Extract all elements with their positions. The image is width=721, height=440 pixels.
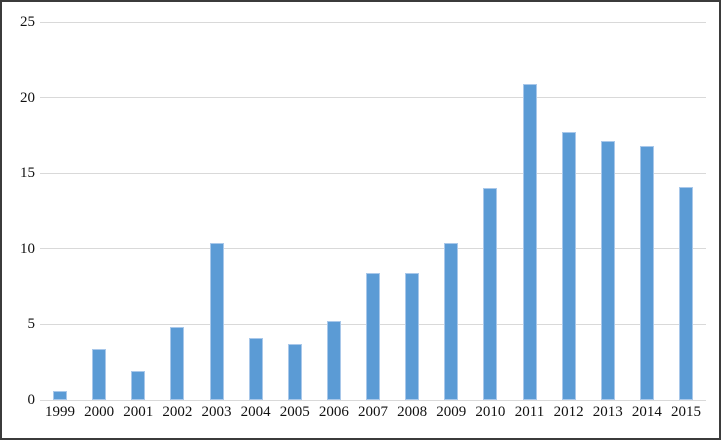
gridline-y-0: [40, 399, 706, 401]
bar-2001: [131, 371, 146, 400]
bar-2014: [639, 145, 654, 400]
x-axis-tick-label: 2012: [553, 404, 584, 420]
x-axis-tick-label: 2014: [631, 404, 662, 420]
x-axis-tick-label: 1999: [45, 404, 75, 420]
x-axis-tick-label: 2008: [397, 404, 428, 420]
x-axis-tick-label: 2009: [436, 404, 467, 420]
x-axis-tick-label: 2011: [514, 404, 545, 420]
x-axis-tick-label: 2010: [475, 404, 506, 420]
bar-2007: [366, 273, 380, 400]
bar-2009: [444, 242, 459, 400]
bar-2003: [209, 242, 224, 400]
x-axis-tick-label: 2001: [123, 404, 154, 420]
bar-2006: [326, 321, 341, 400]
y-axis-tick-label: 15: [20, 165, 35, 182]
gridline-y-20: [40, 97, 706, 99]
x-axis: 1999 2000 2001 2002 2003 2004 2005 2006 2007 2008…: [2, 404, 719, 428]
bar-2015: [679, 186, 693, 400]
bar-2005: [287, 344, 302, 400]
bar-1999: [53, 390, 67, 400]
bar-2004: [248, 338, 263, 400]
bar-2013: [600, 141, 615, 400]
x-axis-tick-label: 2005: [279, 404, 310, 420]
gridline-y-25: [40, 21, 706, 23]
bar-2008: [405, 273, 420, 400]
bar-2002: [170, 327, 185, 400]
y-axis: 0 5 10 15 20 25: [2, 2, 36, 438]
bar-2012: [561, 132, 576, 400]
y-axis-tick-label: 10: [20, 240, 35, 257]
x-axis-tick-label: 2006: [318, 404, 349, 420]
x-axis-tick-label: 2015: [671, 404, 701, 420]
y-axis-tick-label: 25: [20, 14, 35, 30]
x-axis-tick-label: 2003: [201, 404, 232, 420]
gridline-y-10: [40, 248, 706, 250]
x-axis-tick-label: 2004: [240, 404, 271, 420]
x-axis-tick-label: 2007: [358, 404, 388, 420]
y-axis-tick-label: 5: [27, 316, 36, 333]
y-axis-tick-label: 20: [20, 89, 35, 106]
bar-2010: [483, 188, 498, 400]
gridline-y-15: [40, 172, 706, 174]
x-axis-tick-label: 2002: [162, 404, 193, 420]
y-axis-tick-label: 0: [27, 392, 36, 408]
x-axis-tick-label: 2013: [592, 404, 623, 420]
bar-2000: [92, 348, 107, 400]
bar-2011: [522, 84, 537, 400]
x-axis-tick-label: 2000: [84, 404, 115, 420]
plot-area: [40, 21, 706, 401]
